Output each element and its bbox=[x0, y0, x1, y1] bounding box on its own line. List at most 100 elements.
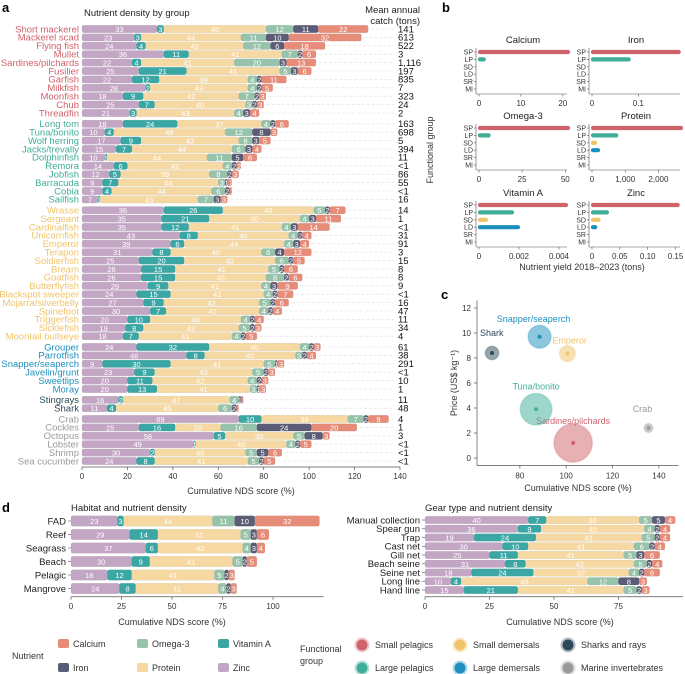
bar-segment-calcium bbox=[246, 556, 258, 567]
row-label: Chub bbox=[56, 100, 79, 111]
row-label: Short mackerel bbox=[15, 24, 79, 35]
row-label: Wrasse bbox=[47, 206, 79, 217]
bar-segment-calcium bbox=[329, 206, 346, 215]
segment-value-label: 3 bbox=[261, 385, 265, 394]
segment-value-label: 12 bbox=[294, 248, 302, 257]
row-label: Lobster bbox=[47, 440, 79, 451]
segment-value-label: 25 bbox=[453, 551, 461, 560]
panel-d-habitat-title: Habitat and nutrient density bbox=[71, 503, 187, 514]
segment-value-label: 30 bbox=[112, 307, 120, 316]
category-label: MI bbox=[465, 240, 473, 247]
legend-swatch-vitamin-a bbox=[218, 639, 229, 648]
segment-value-label: 9 bbox=[90, 179, 94, 188]
segment-value-label: 7 bbox=[129, 332, 133, 341]
segment-value-label: 42 bbox=[576, 560, 584, 569]
segment-value-label: 15 bbox=[154, 265, 162, 274]
panel-d-label: d bbox=[2, 500, 10, 515]
catch-value: 11 bbox=[398, 315, 408, 326]
segment-value-label: 20 bbox=[157, 257, 165, 266]
segment-value-label: 29 bbox=[111, 282, 119, 291]
segment-value-label: 18 bbox=[98, 92, 106, 101]
segment-value-label: 11 bbox=[91, 404, 99, 413]
bar-segment-calcium bbox=[258, 136, 271, 145]
segment-value-label: 18 bbox=[444, 569, 452, 578]
bar-segment-calcium bbox=[254, 315, 264, 324]
legend-marker-large-demersals bbox=[454, 662, 466, 674]
bar-segment-calcium bbox=[313, 343, 321, 351]
catch-value: 163 bbox=[398, 119, 414, 130]
segment-value-label: 2 bbox=[296, 440, 300, 449]
segment-value-label: 2 bbox=[229, 179, 233, 188]
segment-value-label: 43 bbox=[195, 84, 203, 93]
segment-value-label: 41 bbox=[173, 585, 181, 594]
y-tick-label: 4 bbox=[467, 404, 472, 413]
segment-value-label: 4 bbox=[291, 231, 295, 240]
segment-value-label: 6 bbox=[275, 42, 279, 51]
catch-value: 522 bbox=[398, 41, 414, 52]
x-tick-label: 2,000 bbox=[648, 175, 669, 184]
catch-value: 9 bbox=[398, 281, 403, 292]
row-label: Cardinalfish bbox=[29, 222, 79, 233]
segment-value-label: 4 bbox=[284, 223, 288, 232]
segment-value-label: 3 bbox=[252, 544, 256, 553]
subplot-title: Vitamin A bbox=[503, 188, 544, 199]
bar-segment-iron bbox=[297, 50, 303, 59]
catch-value: 3 bbox=[398, 248, 403, 259]
segment-value-label: 8 bbox=[193, 351, 197, 360]
segment-value-label: 5 bbox=[217, 571, 221, 580]
catch-value: <1 bbox=[398, 368, 409, 379]
segment-value-label: 2 bbox=[259, 457, 263, 466]
bubble-center-dot bbox=[537, 334, 542, 339]
legend-marker-small-pelagics bbox=[356, 639, 368, 651]
segment-value-label: 4 bbox=[266, 290, 270, 299]
bar-segment-iron bbox=[363, 415, 369, 423]
row-label: Jobfish bbox=[49, 170, 79, 181]
bar-segment-zinc bbox=[81, 67, 140, 75]
segment-value-label: 3 bbox=[222, 195, 226, 204]
segment-value-label: 21 bbox=[102, 109, 110, 118]
bar-segment-calcium bbox=[229, 187, 233, 195]
segment-value-label: 8 bbox=[513, 560, 517, 569]
x-tick-label: 0 bbox=[69, 602, 74, 611]
segment-value-label: 3 bbox=[247, 145, 251, 154]
segment-value-label: 3 bbox=[324, 432, 328, 441]
panel-d-habitat-xlabel: Cumulative NDS score (%) bbox=[118, 617, 226, 627]
segment-value-label: 2 bbox=[225, 187, 229, 196]
segment-value-label: 7 bbox=[335, 206, 339, 215]
bar-segment-iron bbox=[270, 298, 276, 307]
bar-segment-calcium bbox=[227, 178, 233, 187]
segment-value-label: 40 bbox=[250, 343, 258, 352]
segment-value-label: 4 bbox=[134, 59, 138, 68]
segment-value-label: 42 bbox=[207, 299, 215, 308]
segment-value-label: 6 bbox=[280, 120, 284, 129]
row-label: Gill net bbox=[390, 550, 420, 561]
bar-segment-iron bbox=[256, 83, 262, 92]
legend-label: Calcium bbox=[73, 639, 106, 649]
segment-value-label: 2 bbox=[268, 307, 272, 316]
segment-value-label: 12 bbox=[275, 25, 283, 34]
segment-value-label: 3 bbox=[245, 109, 249, 118]
segment-value-label: 37 bbox=[104, 544, 112, 553]
legend-label: Protein bbox=[152, 663, 181, 673]
catch-value: 61 bbox=[398, 342, 409, 353]
segment-value-label: 36 bbox=[589, 516, 597, 525]
panel-c-xlabel: Cumulative NDS score (%) bbox=[524, 483, 632, 493]
catch-value: <1 bbox=[398, 186, 409, 197]
row-label: Spear gun bbox=[376, 524, 420, 535]
row-label: Mackerel scad bbox=[18, 33, 79, 44]
segment-value-label: 2 bbox=[255, 92, 259, 101]
x-tick-label: 20 bbox=[558, 99, 567, 108]
x-tick-label: 120 bbox=[348, 472, 362, 481]
segment-value-label: 2 bbox=[232, 162, 236, 171]
row-label: Sicklefish bbox=[39, 323, 79, 334]
segment-value-label: 3 bbox=[233, 170, 237, 179]
segment-value-label: 4 bbox=[107, 128, 111, 137]
row-label: Sea cucumber bbox=[18, 456, 79, 467]
row-label: Garfish bbox=[48, 75, 79, 86]
legend-label: Vitamin A bbox=[233, 639, 271, 649]
row-label: Shrimp bbox=[49, 448, 79, 459]
legend-marker-large-pelagics bbox=[356, 662, 368, 674]
panel-a-xlabel: Cumulative NDS score (%) bbox=[187, 486, 295, 496]
segment-value-label: 4 bbox=[220, 585, 224, 594]
segment-value-label: 10 bbox=[89, 153, 97, 162]
